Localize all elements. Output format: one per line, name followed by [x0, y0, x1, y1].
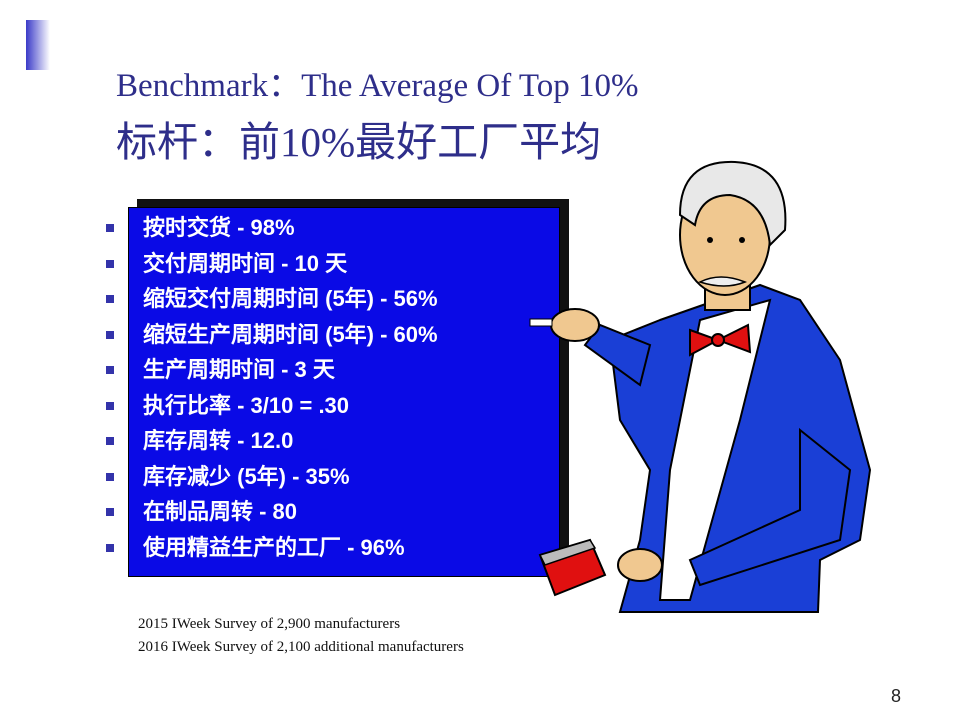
bullet-icon — [106, 259, 114, 268]
bullet-icon — [106, 295, 114, 303]
footnote: 2015 IWeek Survey of 2,900 manufacturers — [138, 616, 401, 632]
eye — [707, 237, 713, 243]
eye — [739, 237, 745, 243]
hair — [678, 160, 787, 248]
bullet-icon — [106, 224, 114, 232]
lower-arm — [688, 427, 852, 587]
bullet-icon — [106, 437, 114, 445]
mustache — [698, 276, 748, 287]
eraser-hand — [617, 548, 663, 582]
teacher-illustration — [529, 160, 872, 613]
bullet-icon — [106, 366, 114, 374]
slide-title-chinese: 标杆：前10%最好工厂平均 — [116, 119, 602, 165]
page-number: 8 — [891, 686, 902, 706]
chalk-hand — [550, 308, 600, 342]
footnote: 2016 IWeek Survey of 2,100 additional ma… — [138, 639, 464, 655]
bullet-icon — [106, 330, 114, 339]
slide-title-english: Benchmark：The Average Of Top 10% — [116, 68, 639, 104]
accent-bar — [26, 20, 50, 70]
shirt — [658, 298, 772, 601]
bullet-icon — [106, 401, 114, 410]
raised-arm — [583, 323, 652, 387]
bullet-icon — [106, 508, 114, 516]
bullet-icon — [106, 543, 114, 552]
blackboard — [128, 207, 560, 577]
chalk-icon — [529, 318, 553, 327]
bullet-icon — [106, 472, 114, 481]
